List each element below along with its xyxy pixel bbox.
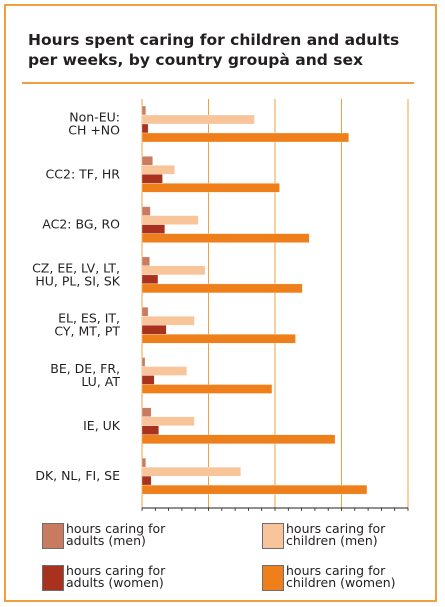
bar [141, 334, 296, 344]
bar [141, 114, 255, 125]
bar [141, 206, 151, 216]
bar [141, 357, 146, 367]
bar [141, 256, 150, 267]
category-label: LU, AT [81, 374, 120, 389]
legend-label: hours caring for children (women) [286, 563, 396, 590]
category-label: EL, ES, IT, [58, 311, 120, 326]
bar [141, 434, 336, 444]
bar [141, 215, 199, 225]
bar [141, 265, 206, 276]
legend-item: hours caring for children (men) [262, 521, 416, 549]
category-label: DK, NL, FI, SE [35, 468, 120, 483]
legend-item: hours caring for adults (men) [42, 521, 196, 549]
bar [141, 475, 152, 486]
category-label: IE, UK [83, 418, 121, 433]
bar [141, 384, 273, 394]
bar [141, 283, 303, 294]
title-divider [22, 82, 414, 84]
legend-swatch [262, 523, 284, 549]
bar [141, 366, 187, 376]
category-label: AC2: BG, RO [42, 217, 120, 232]
category-label: BE, DE, FR, [50, 361, 120, 376]
category-label: CC2: TF, HR [46, 166, 121, 181]
bar [141, 132, 349, 143]
bar [141, 407, 152, 417]
legend-item: hours caring for adults (women) [42, 563, 196, 591]
bar [141, 457, 146, 468]
bar [141, 307, 149, 317]
legend-label: hours caring for adults (women) [66, 563, 166, 590]
bar [141, 316, 195, 326]
bar [141, 274, 159, 285]
bar [141, 174, 163, 184]
bar [141, 156, 153, 166]
legend-swatch [42, 523, 64, 549]
category-label: CY, MT, PT [54, 324, 120, 339]
category-label: CH +NO [68, 123, 120, 138]
category-label: Non-EU: [69, 110, 120, 125]
bar [141, 325, 167, 335]
bar [141, 466, 241, 477]
bar [141, 224, 165, 234]
category-label: HU, PL, SI, SK [35, 273, 120, 288]
bar [141, 183, 280, 193]
bar [141, 425, 159, 435]
bar [141, 233, 310, 243]
chart-frame [4, 4, 437, 602]
chart-title: Hours spent caring for children and adul… [28, 31, 400, 69]
bar [141, 105, 146, 116]
bar [141, 165, 175, 175]
legend-swatch [42, 565, 64, 591]
category-label: CZ, EE, LV, LT, [32, 260, 120, 275]
legend-item: hours caring for children (women) [262, 563, 416, 591]
legend-label: hours caring for adults (men) [66, 521, 166, 548]
legend-swatch [262, 565, 284, 591]
bar [141, 416, 195, 426]
bar [141, 123, 149, 134]
bar [141, 484, 368, 495]
legend-label: hours caring for children (men) [286, 521, 386, 548]
bar [141, 375, 155, 385]
